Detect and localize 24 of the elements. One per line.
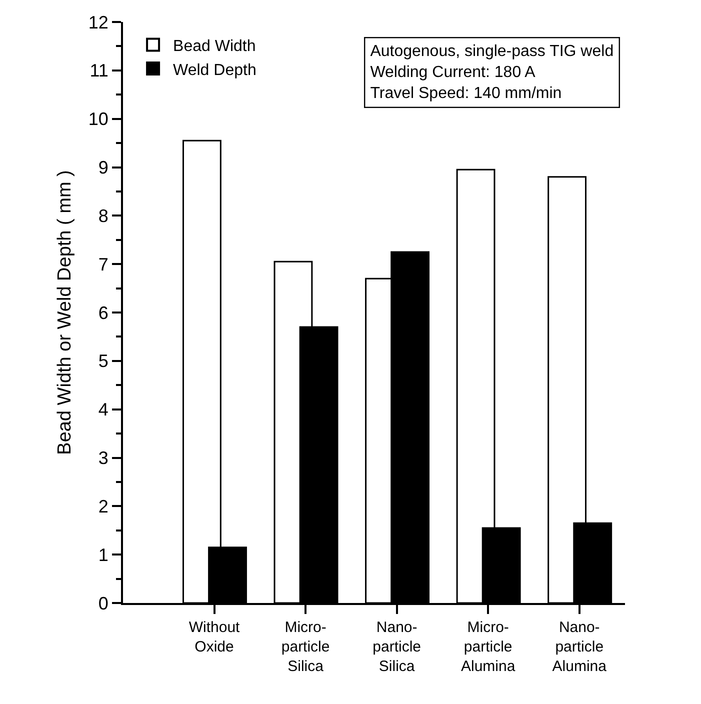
y-tick-label: 3 <box>98 448 108 468</box>
y-tick-label: 0 <box>98 593 108 614</box>
y-tick-label: 4 <box>98 400 108 420</box>
x-tick-label: Without Oxide <box>188 619 241 656</box>
y-tick-label: 9 <box>98 158 108 178</box>
annotation: Autogenous, single-pass TIG weld <box>370 43 614 60</box>
legend-label: Weld Depth <box>173 62 256 79</box>
x-tick-label: Nano-particle Silica <box>372 619 421 675</box>
y-tick-label: 12 <box>88 12 108 32</box>
x-tick-label: Micro-particle Alumina <box>460 619 516 675</box>
x-tick-label: Nano-particle Alumina <box>552 619 608 675</box>
y-tick-label: 7 <box>98 254 108 274</box>
x-tick-label: Micro-particle Silica <box>281 619 330 675</box>
y-tick-label: 6 <box>98 302 108 323</box>
annotation: Welding Current: 180 A <box>370 64 536 81</box>
legend-label: Bead Width <box>173 38 256 55</box>
y-tick-label: 1 <box>98 544 108 565</box>
y-axis-title: Bead Width or Weld Depth ( mm ) <box>54 170 76 455</box>
annotation: Travel Speed: 140 mm/min <box>370 84 562 102</box>
y-tick-label: 5 <box>98 351 108 372</box>
y-tick-label: 2 <box>98 496 108 516</box>
y-tick-label: 10 <box>88 109 108 130</box>
y-tick-label: 8 <box>98 206 108 226</box>
y-tick-label: 11 <box>90 60 108 81</box>
